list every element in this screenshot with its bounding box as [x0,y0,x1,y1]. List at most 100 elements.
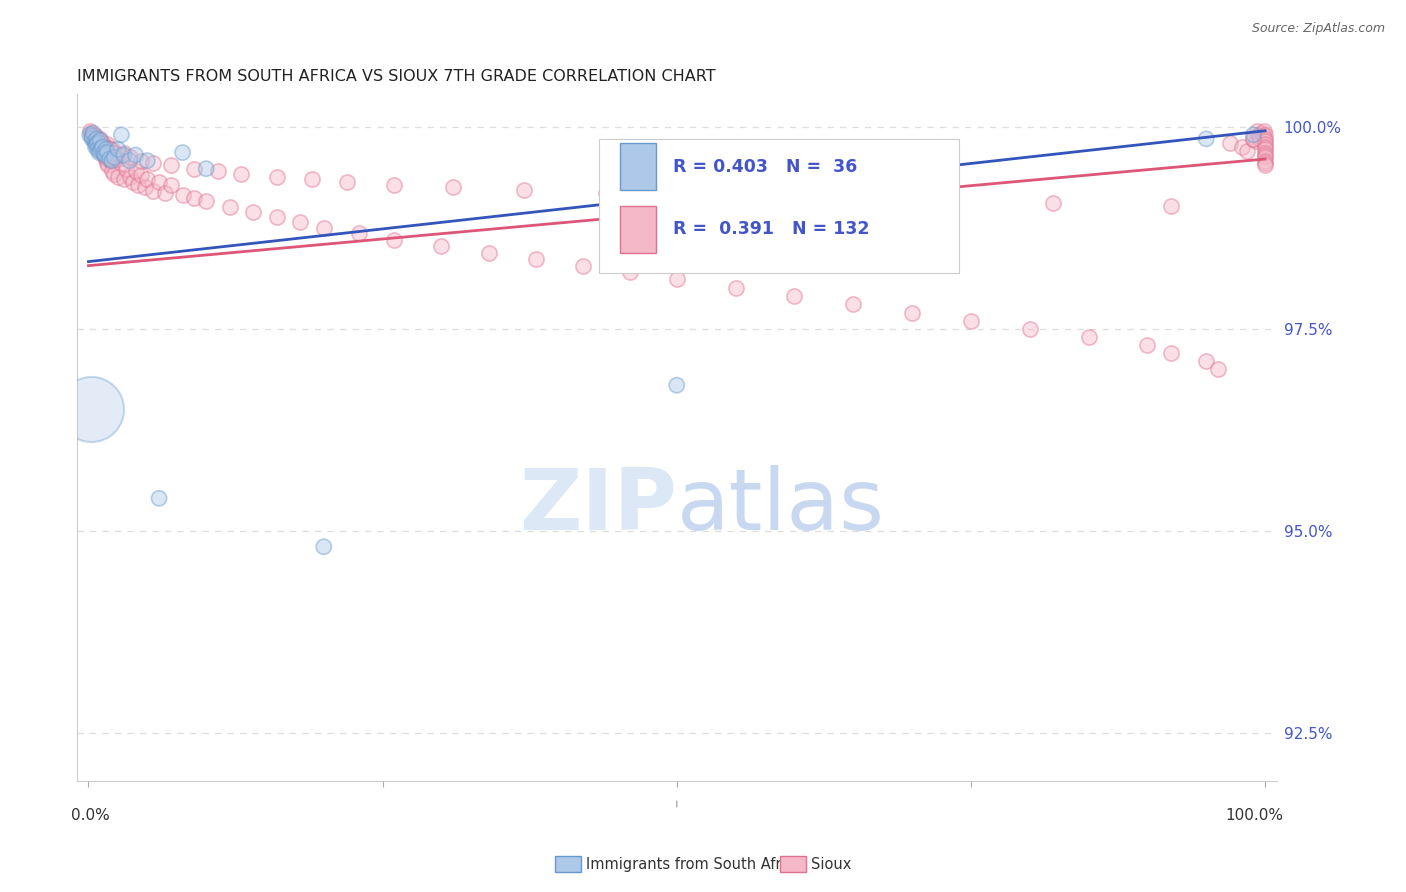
Text: Immigrants from South Africa: Immigrants from South Africa [586,857,803,871]
Point [794,191,817,205]
Point [91,140,114,154]
Bar [620,144,657,190]
Point [84,134,107,148]
Point [312,540,335,554]
Bar [555,856,581,872]
Text: R =  0.391   N = 132: R = 0.391 N = 132 [673,220,870,238]
FancyBboxPatch shape [599,139,959,273]
Point [136,153,159,168]
Point [195,194,218,208]
Point [86,132,108,146]
Point [94,150,117,164]
Point [101,153,124,168]
Point [93,142,115,156]
Point [80,132,103,146]
Text: Source: ZipAtlas.com: Source: ZipAtlas.com [1251,22,1385,36]
Point [172,145,194,160]
Point [1247,128,1270,142]
Point [382,233,405,247]
Point [441,180,464,194]
Point [142,185,165,199]
Point [110,148,132,162]
Point [79,124,101,138]
Point [1241,132,1264,146]
Point [1236,144,1258,158]
Point [94,145,117,160]
Point [91,140,114,154]
Point [912,194,935,208]
Point [87,134,110,148]
Point [1251,128,1274,142]
Point [1254,156,1277,170]
Point [1249,129,1271,144]
Point [87,145,110,160]
Point [96,156,118,170]
Point [153,186,176,200]
Point [148,175,170,189]
Point [131,153,153,168]
Point [336,175,359,189]
Point [101,164,124,178]
Point [112,148,135,162]
Point [665,378,688,392]
Point [1219,136,1241,150]
Point [842,297,865,311]
Point [665,271,688,285]
Point [127,178,149,192]
Point [1254,142,1277,156]
Text: ZIP: ZIP [519,465,676,548]
Point [96,145,118,160]
Point [103,145,125,160]
Point [94,142,117,156]
Point [84,140,107,154]
Point [1206,362,1229,376]
Point [80,126,103,140]
Point [86,132,108,146]
Point [1254,128,1277,142]
Point [266,210,288,224]
Point [134,180,156,194]
Point [89,133,111,147]
Point [1254,150,1277,164]
Point [183,191,205,205]
Point [107,152,129,166]
Point [112,145,135,160]
Point [207,164,229,178]
Point [87,136,110,150]
Point [83,128,105,142]
Point [83,134,105,148]
Point [783,289,806,303]
Point [100,153,122,168]
Point [1254,140,1277,154]
Point [1249,132,1271,146]
Point [1077,330,1099,344]
Point [301,172,323,186]
Point [80,129,103,144]
Point [82,129,104,144]
Point [97,148,120,162]
Point [1254,145,1277,160]
Point [94,152,117,166]
Point [513,183,536,197]
Point [93,148,115,162]
Point [131,168,153,182]
Point [1250,126,1272,140]
Text: atlas: atlas [676,465,884,548]
Point [94,144,117,158]
Point [159,178,181,192]
Text: 100.0%: 100.0% [1225,808,1282,823]
Point [87,136,110,150]
Point [86,136,108,150]
Point [1254,159,1277,173]
Point [231,167,253,181]
Point [79,128,101,142]
Point [195,161,218,176]
Point [110,156,132,170]
Point [107,142,129,156]
Point [80,402,103,417]
Point [1254,148,1277,162]
Point [103,167,125,181]
Point [347,227,370,241]
Point [1195,354,1218,368]
Point [91,145,114,160]
